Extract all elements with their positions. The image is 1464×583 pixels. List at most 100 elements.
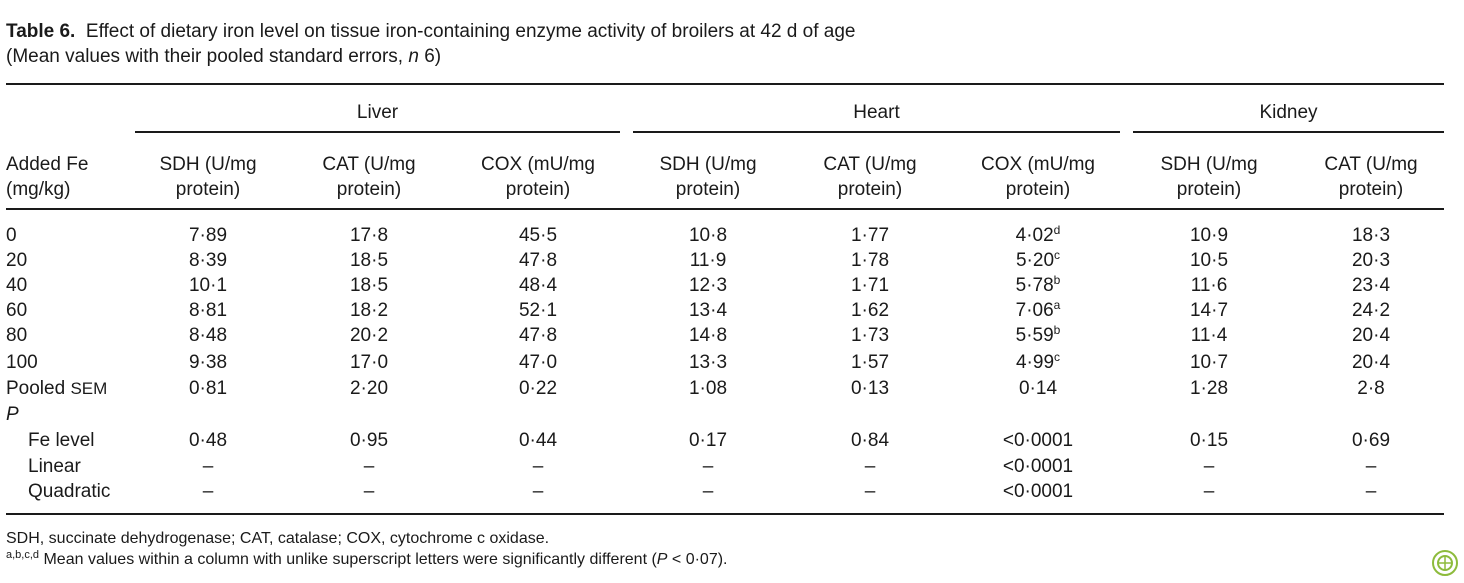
sem-cell: 1·28 — [1189, 378, 1229, 399]
table-cell: 11·4 — [1129, 323, 1289, 348]
header-line: protein) — [1176, 179, 1242, 200]
p-label: P — [6, 404, 19, 425]
p-cell: <0·0001 — [1002, 430, 1074, 451]
p-row-label: Quadratic — [28, 481, 111, 502]
table-cell: 20·2 — [289, 323, 449, 348]
header-line: Added Fe — [6, 154, 89, 175]
sem-cell: 0·22 — [518, 378, 558, 399]
cell-superscript: a — [1053, 298, 1061, 312]
footnote-sup: a,b,c,d — [6, 549, 40, 561]
cell-value: 1·62 — [850, 300, 890, 321]
p-cell: <0·0001 — [1002, 481, 1074, 502]
cell-superscript: c — [1054, 350, 1061, 364]
cell-value: 18·3 — [1351, 225, 1391, 246]
table-cell: 11·6 — [1129, 273, 1289, 298]
table-cell: 10·7 — [1129, 350, 1289, 375]
cell-value: 10·8 — [688, 225, 728, 246]
cell-value: 8·81 — [188, 300, 228, 321]
sem-cell: 1·08 — [688, 378, 728, 399]
table-cell: 8·81 — [128, 298, 288, 323]
sem-cell: 2·8 — [1357, 378, 1385, 399]
heart-rule — [633, 131, 1120, 133]
p-cell: – — [864, 456, 876, 477]
caption-line-1: Table 6. Effect of dietary iron level on… — [6, 19, 855, 44]
cell-value: 10·1 — [188, 275, 228, 296]
table-cell: 18·5 — [289, 248, 449, 273]
p-cell: 0·15 — [1189, 430, 1229, 451]
p-cell: – — [1203, 481, 1215, 502]
table-cell: 18·2 — [289, 298, 449, 323]
cell-value: 1·71 — [850, 275, 890, 296]
sem-cell: 2·20 — [349, 378, 389, 399]
header-line: protein) — [1005, 179, 1071, 200]
table-cell: 14·8 — [628, 323, 788, 348]
p-cell: – — [1203, 456, 1215, 477]
table-cell: 4·02d — [958, 223, 1118, 248]
table-cell: 1·77 — [790, 223, 950, 248]
cell-value: 9·38 — [188, 352, 228, 373]
header-added-fe: Added Fe (mg/kg) — [6, 152, 126, 202]
header-line: protein) — [505, 179, 571, 200]
table-cell: 9·38 — [128, 350, 288, 375]
column-header: COX (mU/mg protein) — [458, 152, 618, 202]
table-cell: 1·78 — [790, 248, 950, 273]
cell-value: 5·78 — [1015, 275, 1054, 296]
p-cell: 0·17 — [688, 430, 728, 451]
header-line: (mg/kg) — [6, 179, 71, 200]
table-cell: 7·06a — [958, 298, 1118, 323]
footnote-text-end: < 0·07). — [667, 551, 728, 568]
header-line: CAT (U/mg — [322, 154, 416, 175]
table-cell: 4·99c — [958, 350, 1118, 375]
header-line: SDH (U/mg — [159, 154, 257, 175]
table-cell: 1·57 — [790, 350, 950, 375]
p-cell: – — [1365, 481, 1377, 502]
cell-value: 10·5 — [1189, 250, 1229, 271]
table-cell: 23·4 — [1291, 273, 1451, 298]
cell-superscript: b — [1053, 323, 1061, 337]
table-label: Table 6. — [6, 21, 76, 42]
cell-value: 8·39 — [188, 250, 228, 271]
table-cell: 24·2 — [1291, 298, 1451, 323]
cell-value: 14·8 — [688, 325, 728, 346]
row-label: 80 — [6, 325, 28, 346]
row-label: 20 — [6, 250, 28, 271]
table-cell: 14·7 — [1129, 298, 1289, 323]
p-cell: <0·0001 — [1002, 456, 1074, 477]
table-cell: 1·73 — [790, 323, 950, 348]
table-cell: 48·4 — [458, 273, 618, 298]
cell-value: 52·1 — [518, 300, 558, 321]
table-cell: 8·48 — [128, 323, 288, 348]
cell-value: 24·2 — [1351, 300, 1391, 321]
kidney-rule — [1133, 131, 1444, 133]
table-cell: 8·39 — [128, 248, 288, 273]
p-cell: – — [532, 456, 544, 477]
p-cell: 0·69 — [1351, 430, 1391, 451]
group-liver: Liver — [356, 102, 399, 123]
table-cell: 1·71 — [790, 273, 950, 298]
header-line: protein) — [837, 179, 903, 200]
column-header: COX (mU/mg protein) — [958, 152, 1118, 202]
p-cell: 0·44 — [518, 430, 558, 451]
subtitle-text: (Mean values with their pooled standard … — [6, 46, 409, 67]
table-cell: 5·78b — [958, 273, 1118, 298]
row-label: 100 — [6, 352, 38, 373]
header-line: protein) — [175, 179, 241, 200]
column-header: SDH (U/mg protein) — [1129, 152, 1289, 202]
p-cell: – — [363, 481, 375, 502]
table-cell: 20·4 — [1291, 350, 1451, 375]
cell-value: 47·0 — [518, 352, 558, 373]
cell-value: 11·6 — [1190, 275, 1228, 296]
cell-value: 4·99 — [1015, 352, 1055, 373]
sem-cell: 0·81 — [188, 378, 228, 399]
sem-cell: 0·13 — [850, 378, 890, 399]
sem-label: Pooled — [6, 378, 66, 399]
column-header: SDH (U/mg protein) — [628, 152, 788, 202]
cell-value: 20·2 — [349, 325, 389, 346]
header-line: CAT (U/mg — [823, 154, 917, 175]
p-cell: – — [202, 456, 214, 477]
table-cell: 10·8 — [628, 223, 788, 248]
top-rule — [6, 83, 1444, 85]
cell-superscript: b — [1053, 273, 1061, 287]
cell-value: 1·57 — [850, 352, 890, 373]
cell-value: 10·7 — [1189, 352, 1229, 373]
